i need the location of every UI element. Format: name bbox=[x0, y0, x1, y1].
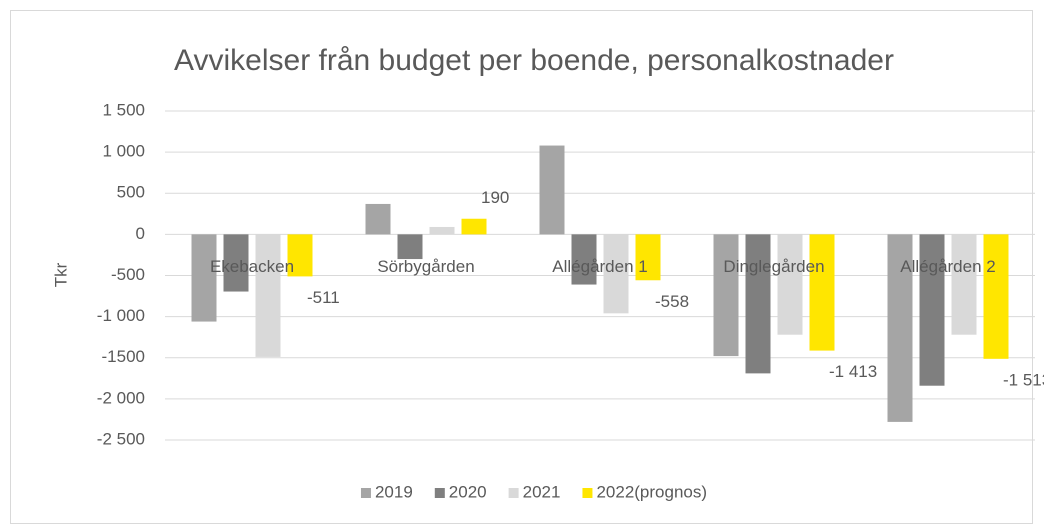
y-tick-label: 0 bbox=[136, 224, 145, 243]
data-label: -511 bbox=[307, 288, 340, 307]
y-tick-label: 1 500 bbox=[102, 100, 145, 119]
legend-label: 2020 bbox=[449, 482, 487, 501]
bar bbox=[571, 234, 597, 285]
legend-label: 2022(prognos) bbox=[596, 482, 707, 501]
y-tick-label: -1 000 bbox=[97, 306, 145, 325]
y-axis-title: Tkr bbox=[51, 262, 70, 287]
legend-swatch bbox=[508, 488, 519, 498]
bar bbox=[777, 234, 803, 335]
legend-swatch bbox=[434, 488, 445, 498]
bar bbox=[745, 234, 771, 374]
bar bbox=[887, 234, 913, 422]
legend-label: 2021 bbox=[523, 482, 561, 501]
y-tick-label: -1500 bbox=[102, 347, 145, 366]
bar bbox=[191, 234, 217, 322]
y-tick-label: -2 000 bbox=[97, 388, 145, 407]
x-tick-label: Dinglegården bbox=[723, 257, 824, 276]
chart-frame bbox=[10, 10, 1033, 524]
y-tick-label: 500 bbox=[117, 183, 145, 202]
bar bbox=[365, 203, 391, 235]
bar bbox=[539, 145, 565, 235]
legend-swatch bbox=[360, 488, 371, 498]
bar bbox=[635, 234, 661, 281]
labels: -2 500 -2 000 -1500 -1 000 -500 0 500 1 000 1 50… bbox=[97, 100, 1044, 448]
chart-title: Avvikelser från budget per boende, perso… bbox=[174, 44, 894, 77]
bar bbox=[713, 234, 739, 357]
bars bbox=[191, 145, 1009, 422]
x-tick-label: Allégården 1 bbox=[552, 257, 647, 276]
bar bbox=[429, 226, 455, 235]
y-tick-label: -2 500 bbox=[97, 429, 145, 448]
x-tick-label: Ekebacken bbox=[210, 257, 294, 276]
bar bbox=[461, 218, 487, 235]
legend-label: 2019 bbox=[375, 482, 413, 501]
bar bbox=[397, 234, 423, 260]
y-tick-label: -500 bbox=[111, 265, 145, 284]
x-tick-label: Allégården 2 bbox=[900, 257, 995, 276]
legend: 2019 2020 2021 2022(prognos) bbox=[360, 482, 707, 501]
data-label: 190 bbox=[481, 188, 509, 207]
bar bbox=[919, 234, 945, 386]
y-tick-label: 1 000 bbox=[102, 142, 145, 161]
bar bbox=[255, 234, 281, 357]
data-label: -1 413 bbox=[829, 362, 877, 381]
data-label: -558 bbox=[655, 292, 689, 311]
bar bbox=[287, 234, 313, 277]
bar bbox=[983, 234, 1009, 359]
data-label: -1 513 bbox=[1003, 370, 1044, 389]
x-tick-label: Sörbygården bbox=[377, 257, 474, 276]
bar bbox=[223, 234, 249, 292]
bar bbox=[603, 234, 629, 314]
bar bbox=[951, 234, 977, 335]
legend-swatch bbox=[582, 488, 593, 498]
bar bbox=[809, 234, 835, 351]
